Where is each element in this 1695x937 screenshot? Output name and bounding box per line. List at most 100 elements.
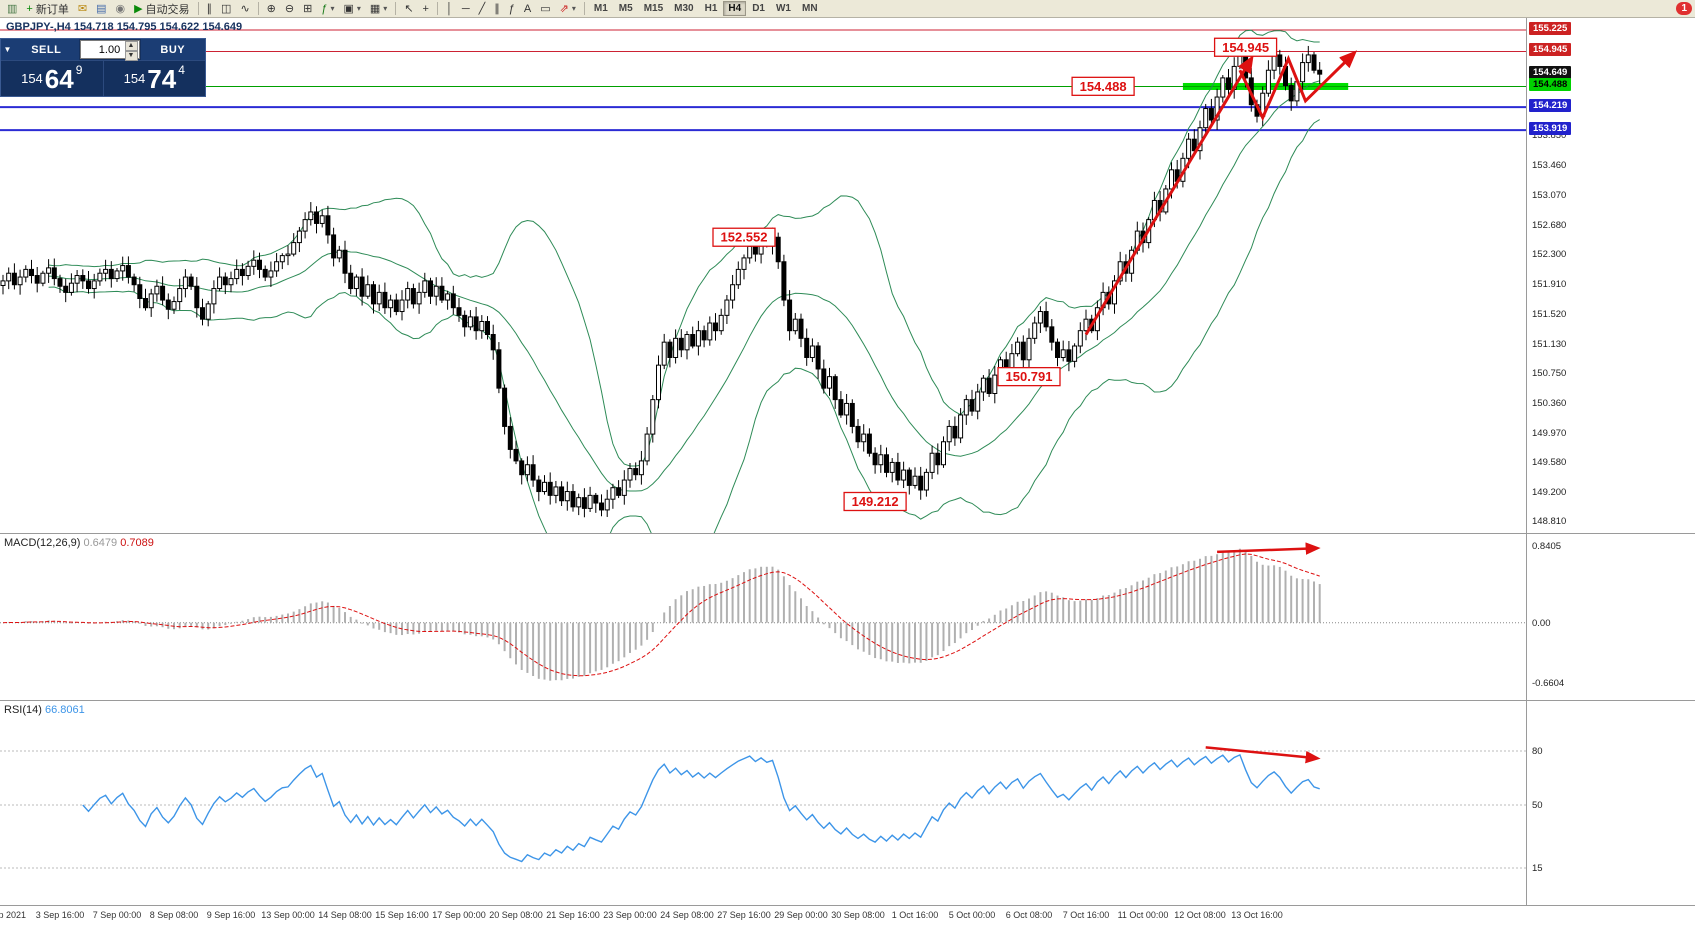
fibonacci-button[interactable]: ƒ: [505, 0, 519, 18]
text-label-button[interactable]: ▭: [536, 0, 554, 18]
new-order-icon: +: [26, 2, 33, 15]
time-axis-label: 9 Sep 16:00: [206, 910, 256, 920]
price-scale[interactable]: 153.850 153.460 153.070 152.680 152.300 151.9…: [1526, 18, 1695, 905]
buy-price[interactable]: 154 74 4: [123, 63, 185, 94]
channel-icon: ∥: [494, 2, 500, 15]
market-watch-icon[interactable]: ◉: [111, 0, 129, 18]
horizontal-line-button[interactable]: ─: [458, 0, 474, 18]
chevron-down-icon: ▾: [356, 4, 361, 13]
candlestick-chart-button[interactable]: ◫: [217, 0, 235, 18]
price-scale-tick: 148.810: [1532, 516, 1567, 528]
crosshair-icon: +: [422, 2, 429, 15]
autotrading-button[interactable]: ▶ 自动交易: [130, 0, 193, 18]
macd-label: MACD(12,26,9) 0.6479 0.7089: [4, 537, 154, 549]
indicators-button[interactable]: ƒ ▾: [317, 0, 338, 18]
svg-text:149.212: 149.212: [852, 494, 899, 509]
price-scale-tick: 152.680: [1532, 219, 1567, 231]
line-chart-button[interactable]: ∿: [236, 0, 253, 18]
price-line-label: 155.225: [1529, 22, 1572, 36]
trendline-icon: ╱: [478, 2, 486, 15]
svg-text:154.945: 154.945: [1222, 40, 1269, 55]
rsi-panel[interactable]: [0, 700, 1526, 905]
price-line-label: 154.219: [1529, 99, 1572, 113]
price-scale-tick: 153.850: [1532, 130, 1567, 142]
tile-windows-button[interactable]: ⊞: [299, 0, 316, 18]
chart-list-icon[interactable]: ▤: [92, 0, 110, 18]
fibonacci-icon: ƒ: [508, 2, 515, 15]
autotrading-button-label: 自动交易: [145, 3, 190, 16]
templates-button[interactable]: ▦ ▾: [366, 0, 391, 18]
crosshair-button[interactable]: +: [419, 0, 433, 18]
timeframe-button-w1[interactable]: W1: [775, 3, 791, 14]
candlestick-canvas: 154.945 154.488 152.552 150.791 149.212: [0, 29, 1526, 533]
timeframe-button-d1[interactable]: D1: [752, 3, 765, 14]
time-axis-label: 3 Sep 16:00: [35, 910, 85, 920]
timeframe-button-m15[interactable]: M15: [643, 3, 664, 14]
time-axis-label: 7 Oct 16:00: [1062, 910, 1110, 920]
volume-down-button[interactable]: ▼: [124, 51, 138, 61]
timeframe-button-m1[interactable]: M1: [593, 3, 608, 14]
vertical-line-button[interactable]: │: [442, 0, 457, 18]
svg-text:150.791: 150.791: [1006, 369, 1053, 384]
time-axis[interactable]: 3 Sep 2021 3 Sep 16:00 7 Sep 00:00 8 Sep 08…: [0, 905, 1695, 937]
indicators-icon: ƒ: [321, 2, 328, 15]
price-scale-tick: 153.460: [1532, 160, 1567, 172]
cursor-icon: ↖: [404, 2, 414, 15]
macd-panel[interactable]: [0, 533, 1526, 700]
new-order-button[interactable]: + 新订单: [22, 0, 72, 18]
time-axis-label: 27 Sep 16:00: [717, 910, 771, 920]
chart-list-icon-icon: ▤: [96, 2, 107, 15]
new-order-button-label: 新订单: [35, 3, 69, 16]
price-line-label: 154.488: [1529, 78, 1572, 92]
channel-button[interactable]: ∥: [490, 0, 504, 18]
timeframe-button-m5[interactable]: M5: [618, 3, 633, 14]
main-chart-panel[interactable]: 154.945 154.488 152.552 150.791 149.212: [0, 18, 1526, 533]
zoom-in-button[interactable]: ⊕: [263, 0, 280, 18]
volume-up-button[interactable]: ▲: [124, 41, 138, 51]
toolbar-separator: [395, 2, 397, 15]
vertical-line-icon: │: [445, 2, 453, 15]
time-axis-label: 5 Oct 00:00: [948, 910, 996, 920]
zoom-out-button[interactable]: ⊖: [281, 0, 298, 18]
rsi-canvas: [0, 746, 1526, 869]
macd-canvas: [0, 542, 1526, 681]
timeframe-button-mn[interactable]: MN: [801, 3, 818, 14]
chart-window-icon[interactable]: ▥: [3, 0, 21, 18]
timeframe-button-h1[interactable]: H1: [704, 3, 718, 14]
cursor-button[interactable]: ↖: [400, 0, 417, 18]
time-axis-label: 29 Sep 00:00: [774, 910, 828, 920]
templates-icon: ▦: [369, 2, 381, 15]
panel-separator[interactable]: [0, 533, 1695, 534]
time-axis-label: 7 Sep 00:00: [92, 910, 142, 920]
volume-input[interactable]: 1.00 ▲ ▼: [79, 40, 140, 61]
price-scale-tick: 152.300: [1532, 249, 1567, 261]
rsi-scale-tick: 50: [1532, 800, 1543, 811]
trendline-button[interactable]: ╱: [475, 0, 490, 18]
collapse-caret-icon[interactable]: ▼: [1, 39, 14, 60]
sell-price[interactable]: 154 64 9: [1, 61, 104, 96]
timeframe-button-m30[interactable]: M30: [674, 3, 694, 14]
bar-chart-button[interactable]: ∥: [203, 0, 217, 18]
price-scale-tick: 150.750: [1532, 367, 1567, 379]
one-click-trading-panel: ▼ SELL 1.00 ▲ ▼ BUY 154 64 9 154 74 4: [0, 38, 206, 97]
line-chart-icon: ∿: [240, 2, 250, 15]
sell-button[interactable]: SELL: [14, 39, 79, 60]
mail-icon[interactable]: ✉: [74, 0, 91, 18]
horizontal-line-icon: ─: [461, 2, 470, 15]
toolbar-separator: [197, 2, 199, 15]
price-scale-tick: 149.580: [1532, 457, 1567, 469]
timeframe-button-h4[interactable]: H4: [723, 1, 747, 16]
time-axis-label: 8 Sep 08:00: [149, 910, 199, 920]
panel-separator[interactable]: [0, 700, 1695, 701]
notification-badge[interactable]: 1: [1676, 2, 1692, 15]
buy-button[interactable]: BUY: [140, 39, 205, 60]
arrows-button[interactable]: ⇗ ▾: [556, 0, 580, 18]
periods-button[interactable]: ▣ ▾: [339, 0, 364, 18]
text-button[interactable]: A: [520, 0, 535, 18]
chevron-down-icon: ▾: [383, 4, 388, 13]
toolbar-separator: [583, 2, 585, 15]
panel-separator[interactable]: [0, 905, 1695, 906]
price-line-label: 153.919: [1529, 122, 1572, 136]
price-scale-tick: 151.130: [1532, 338, 1567, 350]
rsi-scale-tick: 80: [1532, 746, 1543, 757]
